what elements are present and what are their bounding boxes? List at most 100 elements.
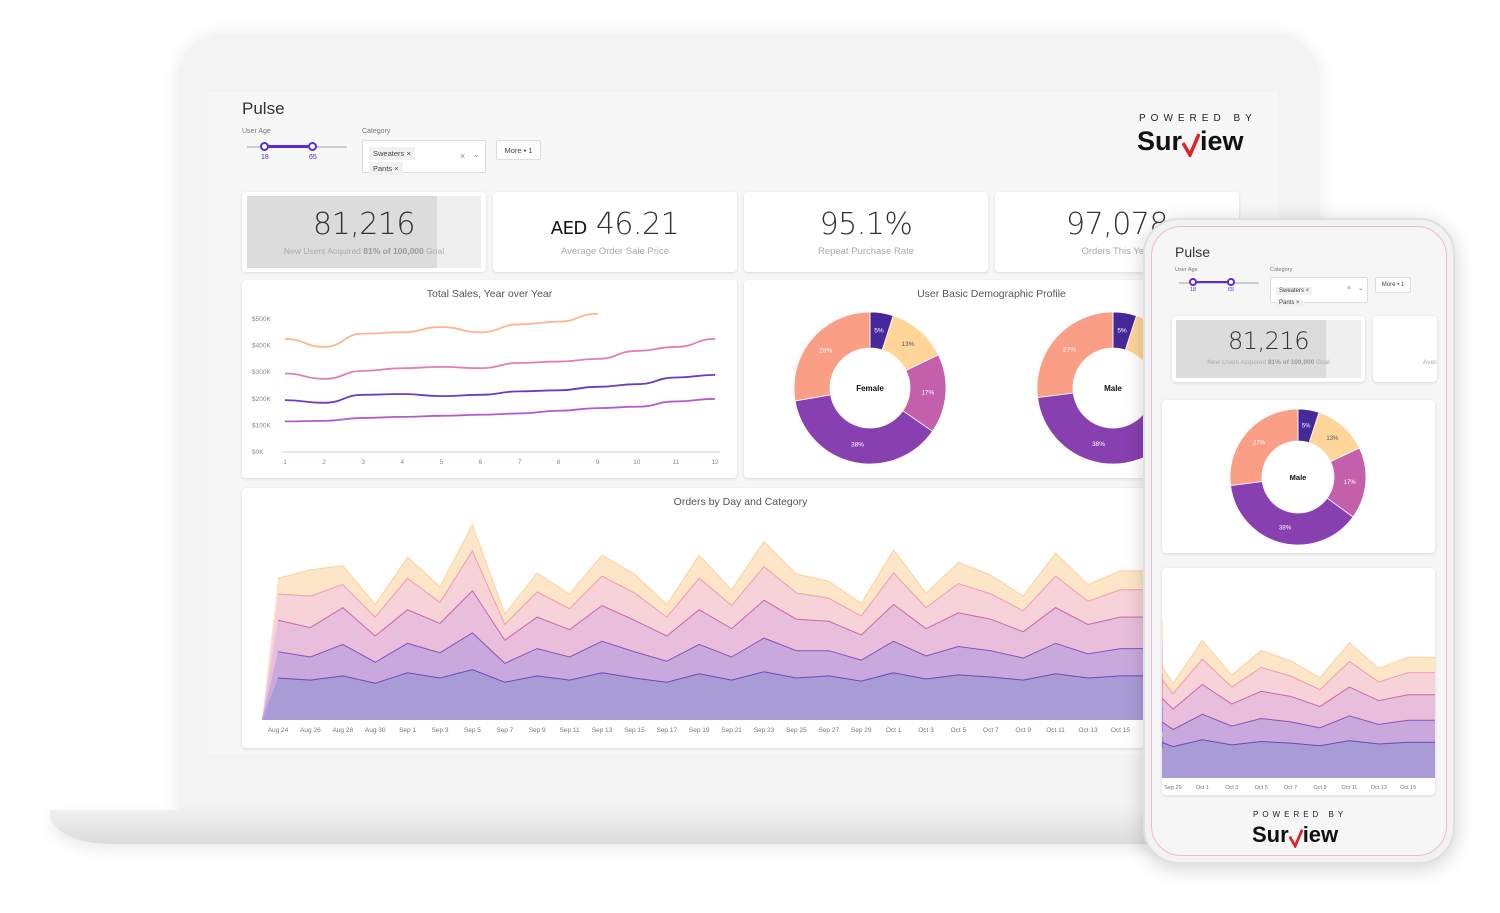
x-tick-label: 10 [633,459,641,466]
x-tick-label: Sep 15 [624,727,645,734]
remove-chip-icon[interactable]: × [394,164,399,173]
kpi-caption: New Users Acquired 81% of 100,000 Goal [1207,359,1330,366]
area-layer-line [277,549,1153,626]
area-layer-line [277,590,1153,641]
x-tick-label: 1 [283,459,287,466]
kpi-caption: New Users Acquired 81% of 100,000 Goal [283,246,445,256]
donut-slice [1230,481,1354,546]
area-layer-line [1162,619,1435,693]
kpi-caption: Average Order Sale Price [1423,359,1437,366]
x-tick-label: Sep 29 [851,727,872,734]
y-tick-label: $500K [252,316,271,323]
age-slider-track[interactable] [1179,282,1259,284]
x-tick-label: Oct 5 [1255,785,1268,791]
category-label: Category [1270,267,1293,273]
x-tick-label: 12 [711,459,719,466]
x-tick-label: Sep 9 [529,727,546,734]
chip-pants[interactable]: Pants × [369,162,403,175]
currency-prefix: AED [550,218,588,239]
x-tick-label: Oct 7 [1284,785,1297,791]
chip-pants[interactable]: Pants × [1276,299,1303,307]
chart-title: Total Sales, Year over Year [426,288,553,300]
x-tick-label: Oct 1 [1196,785,1209,791]
kpi-card-avg-order: Average Order Sale Price [1373,316,1437,382]
kpi-card-repeat-rate: 95.1% Repeat Purchase Rate [744,192,988,272]
clear-icon[interactable]: × [1347,285,1352,292]
slice-label: 27% [1063,347,1076,354]
x-tick-label: 2 [322,459,326,466]
line-series [284,312,598,348]
goal-progress-fill [247,196,437,268]
chevron-down-icon[interactable]: ⌄ [1358,285,1364,292]
age-max-value: 65 [309,154,317,161]
more-filters-button[interactable]: More • 1 [496,140,541,160]
x-tick-label: Oct 11 [1046,727,1065,734]
kpi-value: AED 46.21 [550,207,680,242]
area-layer-line [1162,737,1435,749]
slice-label: 5% [1302,424,1311,430]
x-tick-label: Oct 9 [1313,785,1326,791]
user-age-label: User Age [242,128,271,135]
area-layer-line [1162,673,1435,714]
y-tick-label: $100K [252,422,271,429]
x-tick-label: 6 [479,459,483,466]
chevron-down-icon[interactable]: ⌄ [473,150,480,159]
line-series [284,338,716,380]
logo-text: Sur [1252,822,1289,847]
age-slider-max-handle[interactable] [308,142,317,151]
x-tick-label: Oct 15 [1400,785,1416,791]
category-select[interactable]: Sweaters × Pants × × ⌄ [362,140,486,175]
page-title: Pulse [1175,244,1211,260]
x-tick-label: Sep 29 [1164,785,1181,791]
area-layer-line [1162,707,1435,733]
x-tick-label: Sep 1 [399,727,416,734]
x-tick-label: 8 [557,459,561,466]
chip-sweaters[interactable]: Sweaters × [369,147,415,160]
x-tick-label: Oct 9 [1015,727,1031,734]
kpi-caption: Average Order Sale Price [560,246,670,257]
donut-center-label: Female [856,384,884,393]
x-tick-label: Oct 1 [886,727,902,734]
x-tick-label: Oct 3 [1225,785,1238,791]
kpi-value: 81,216 [1228,327,1309,355]
slice-label: 28% [819,348,832,355]
slice-label: 13% [902,341,915,348]
area-layer-line [277,523,1153,615]
slice-label: 38% [1279,525,1292,531]
kpi-caption: Orders This Year [1081,246,1153,257]
x-tick-label: 9 [596,459,600,466]
more-filters-button[interactable]: More • 1 [1375,277,1411,293]
chip-sweaters[interactable]: Sweaters × [1276,287,1313,295]
age-min-value: 18 [1190,287,1197,293]
category-select[interactable]: Sweaters × Pants × × ⌄ [1270,277,1368,307]
slice-label: 27% [1253,441,1266,447]
y-tick-label: $400K [252,343,271,350]
x-tick-label: Sep 19 [689,727,710,734]
powered-by-label: POWERED BY [1253,810,1348,819]
slice-label: 38% [1092,441,1105,448]
line-series [284,397,716,423]
donut-center-label: Male [1104,384,1122,393]
page-title: Pulse [242,99,285,118]
age-slider-min-handle[interactable] [1189,278,1197,286]
x-tick-label: Sep 7 [496,727,513,734]
x-tick-label: Sep 3 [432,727,449,734]
x-tick-label: Oct 5 [951,727,967,734]
age-slider-max-handle[interactable] [1227,278,1235,286]
remove-chip-icon[interactable]: × [406,149,411,158]
x-tick-label: Sep 23 [754,727,775,734]
category-label: Category [362,128,391,135]
x-tick-label: Oct 11 [1342,785,1358,791]
surview-logo: Sur iew [1137,126,1244,157]
chip-label: Sweaters [373,149,405,158]
goal-progress-fill [1176,320,1326,378]
x-tick-label: 11 [673,459,680,466]
slice-label: 5% [1117,328,1127,335]
x-tick-label: 5 [440,459,444,466]
x-tick-label: Sep 11 [560,727,581,734]
clear-icon[interactable]: × [460,151,466,161]
age-slider-min-handle[interactable] [260,142,269,151]
x-tick-label: Sep 13 [592,727,613,734]
